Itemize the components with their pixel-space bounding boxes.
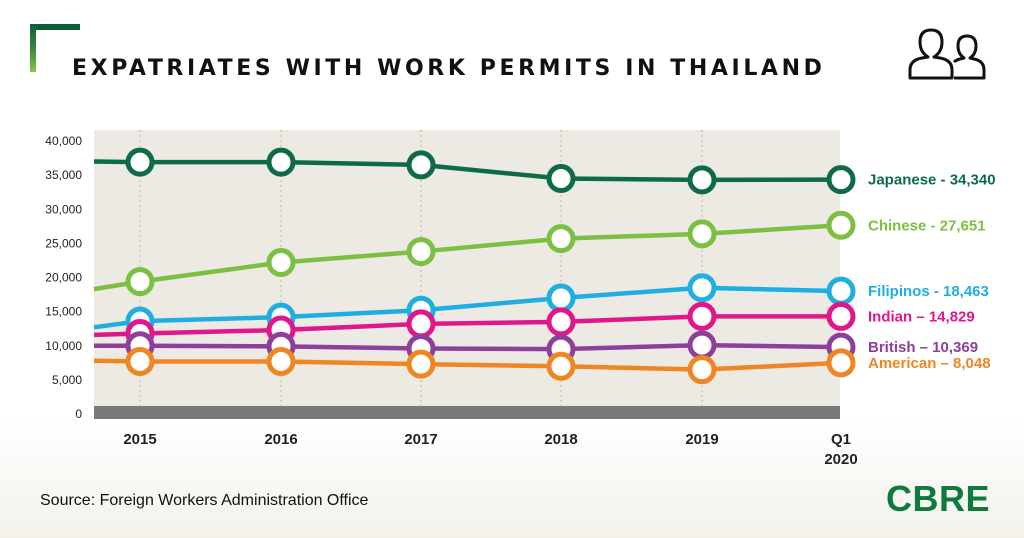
y-tick-label: 25,000 (45, 236, 82, 250)
x-tick-label: 2016 (264, 431, 297, 448)
data-point-japanese (546, 164, 576, 194)
series-label-british: British – 10,369 (868, 339, 978, 356)
x-tick-label: 2015 (123, 431, 156, 448)
data-point-chinese (546, 224, 576, 254)
y-tick-label: 30,000 (45, 202, 82, 216)
series-label-japanese: Japanese - 34,340 (868, 172, 996, 189)
data-point-japanese (826, 165, 856, 195)
corner-bracket-icon (30, 24, 80, 72)
series-label-chinese: Chinese - 27,651 (868, 217, 986, 234)
y-tick-label: 40,000 (45, 134, 82, 148)
x-tick-label: Q1 2020 (824, 431, 857, 468)
source-note: Source: Foreign Workers Administration O… (40, 492, 369, 509)
x-tick-label: 2017 (404, 431, 437, 448)
data-point-indian (406, 309, 436, 339)
data-point-indian (687, 301, 717, 331)
series-label-american: American – 8,048 (868, 355, 991, 372)
data-point-filipinos (546, 283, 576, 313)
data-point-indian (826, 301, 856, 331)
data-point-chinese (826, 210, 856, 240)
data-point-british (687, 330, 717, 360)
data-point-japanese (125, 147, 155, 177)
data-point-chinese (266, 247, 296, 277)
data-point-japanese (406, 150, 436, 180)
data-point-chinese (406, 237, 436, 267)
series-label-indian: Indian – 14,829 (868, 308, 975, 325)
y-tick-label: 35,000 (45, 168, 82, 182)
data-point-american (406, 349, 436, 379)
x-axis-baseline (94, 406, 840, 419)
data-point-american (687, 355, 717, 385)
y-tick-label: 15,000 (45, 305, 82, 319)
x-tick-label: 2019 (685, 431, 718, 448)
y-tick-label: 0 (75, 407, 82, 421)
cbre-logo: CBRE (886, 478, 991, 519)
data-point-indian (546, 307, 576, 337)
y-tick-label: 20,000 (45, 271, 82, 285)
y-tick-label: 5,000 (52, 373, 82, 387)
data-point-american (546, 351, 576, 381)
data-point-filipinos (826, 276, 856, 306)
data-point-chinese (125, 267, 155, 297)
series-label-filipinos: Filipinos - 18,463 (868, 283, 989, 300)
data-point-american (125, 346, 155, 376)
chart-title: EXPATRIATES WITH WORK PERMITS IN THAILAN… (72, 56, 826, 81)
data-point-american (826, 348, 856, 378)
x-tick-label: 2018 (544, 431, 577, 448)
data-point-japanese (266, 147, 296, 177)
data-point-american (266, 346, 296, 376)
data-point-japanese (687, 165, 717, 195)
y-tick-label: 10,000 (45, 339, 82, 353)
people-icon (908, 28, 986, 80)
data-point-filipinos (687, 273, 717, 303)
data-point-chinese (687, 219, 717, 249)
